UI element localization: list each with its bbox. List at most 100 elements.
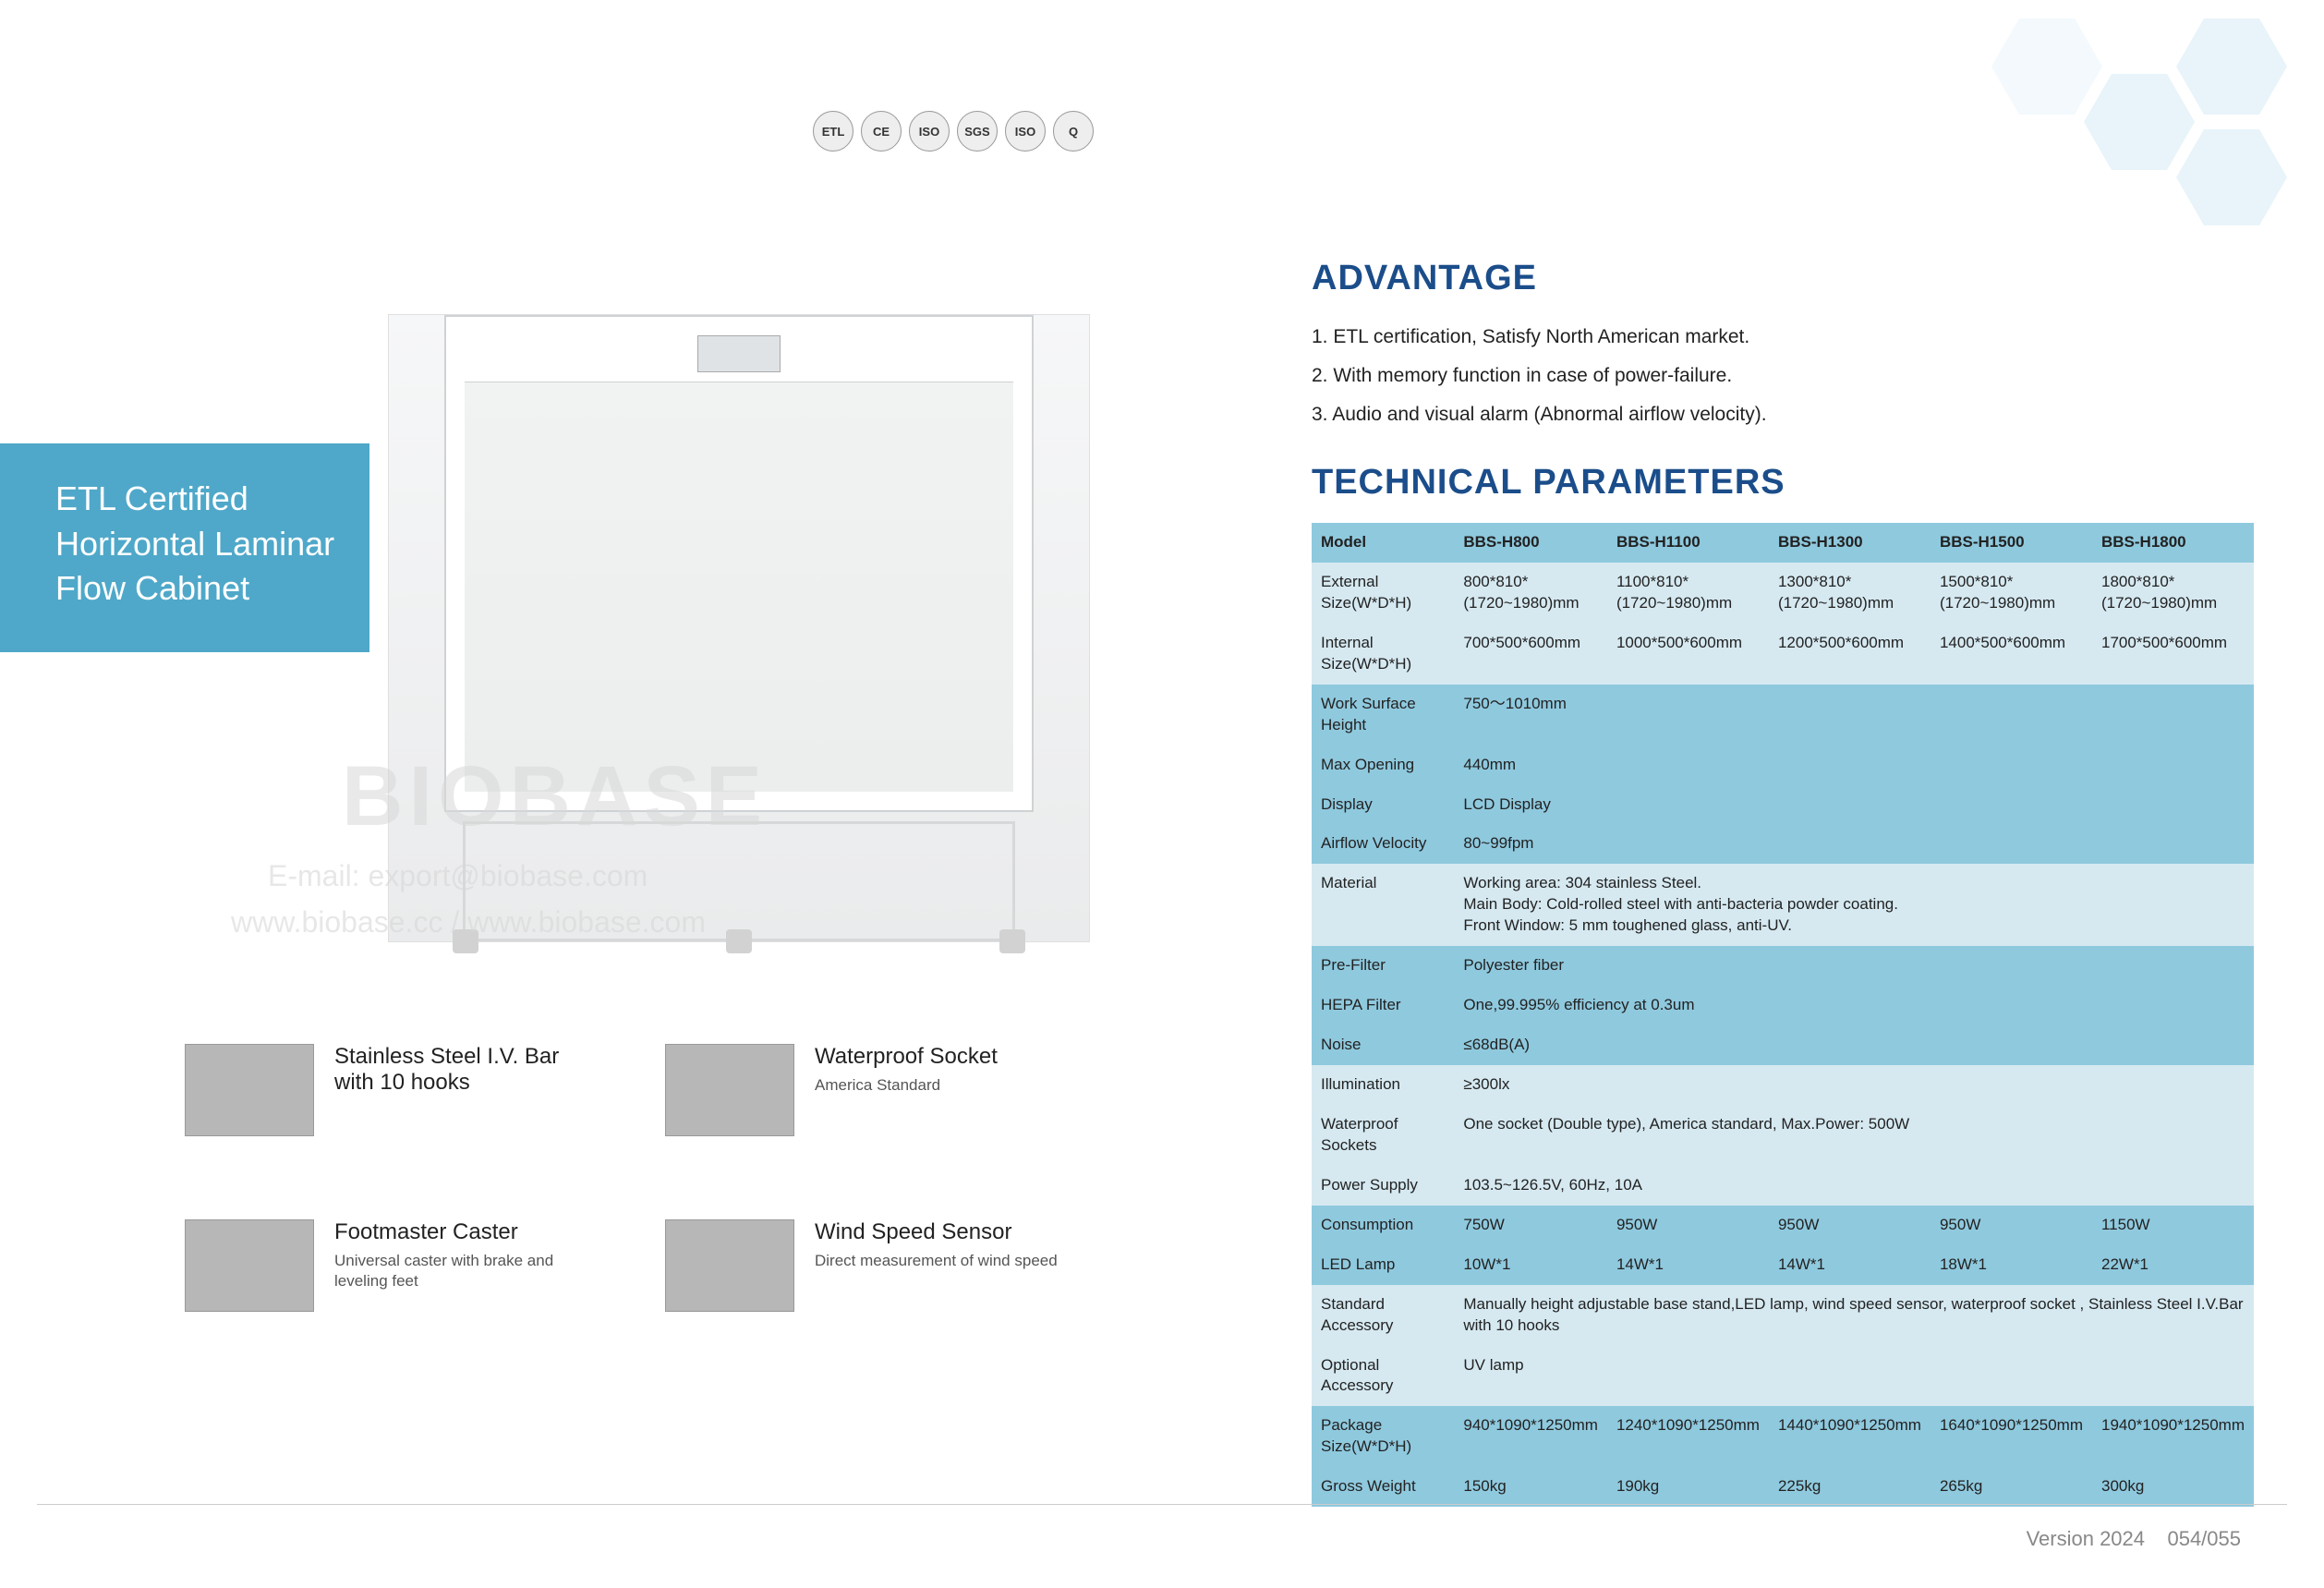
param-value: 950W: [1607, 1206, 1769, 1245]
cert-badge: SGS: [957, 111, 998, 152]
cert-badge: ISO: [1005, 111, 1046, 152]
param-value: 265kg: [1931, 1467, 2092, 1507]
param-value: 440mm: [1454, 746, 2254, 785]
param-value: Manually height adjustable base stand,LE…: [1454, 1285, 2254, 1346]
feature-thumb: [665, 1044, 794, 1136]
param-value: 1500*810* (1720~1980)mm: [1931, 563, 2092, 624]
param-label: Model: [1312, 523, 1454, 563]
param-value: 950W: [1769, 1206, 1931, 1245]
param-value: 940*1090*1250mm: [1454, 1406, 1607, 1467]
advantage-heading: ADVANTAGE: [1312, 259, 2254, 298]
param-label: Internal Size(W*D*H): [1312, 624, 1454, 685]
param-value: 22W*1: [2092, 1245, 2254, 1285]
param-value: 80~99fpm: [1454, 824, 2254, 864]
param-value: 1240*1090*1250mm: [1607, 1406, 1769, 1467]
param-label: Waterproof Sockets: [1312, 1105, 1454, 1166]
param-value: 1640*1090*1250mm: [1931, 1406, 2092, 1467]
product-image: [388, 314, 1090, 942]
param-value: 1440*1090*1250mm: [1769, 1406, 1931, 1467]
feature-item: Footmaster Caster Universal caster with …: [185, 1219, 591, 1312]
param-label: Material: [1312, 864, 1454, 946]
param-label: HEPA Filter: [1312, 986, 1454, 1025]
param-value: 1700*500*600mm: [2092, 624, 2254, 685]
param-value: 800*810* (1720~1980)mm: [1454, 563, 1607, 624]
feature-thumb: [185, 1044, 314, 1136]
right-column: ADVANTAGE 1. ETL certification, Satisfy …: [1312, 259, 2254, 1507]
feature-item: Waterproof Socket America Standard: [665, 1044, 1071, 1136]
advantage-item: 3. Audio and visual alarm (Abnormal airf…: [1312, 404, 2254, 426]
param-label: Standard Accessory: [1312, 1285, 1454, 1346]
param-label: Noise: [1312, 1025, 1454, 1065]
param-value: One,99.995% efficiency at 0.3um: [1454, 986, 2254, 1025]
param-value: 18W*1: [1931, 1245, 2092, 1285]
feature-thumb: [665, 1219, 794, 1312]
feature-grid: Stainless Steel I.V. Bar with 10 hooks W…: [185, 1044, 1108, 1395]
param-label: Work Surface Height: [1312, 685, 1454, 746]
param-value: 150kg: [1454, 1467, 1607, 1507]
param-value: 14W*1: [1607, 1245, 1769, 1285]
param-value: 750～1010mm: [1454, 685, 2254, 746]
feature-title: Wind Speed Sensor: [815, 1219, 1058, 1245]
param-value: BBS-H1500: [1931, 523, 2092, 563]
param-value: 1400*500*600mm: [1931, 624, 2092, 685]
param-value: 700*500*600mm: [1454, 624, 1607, 685]
param-value: 14W*1: [1769, 1245, 1931, 1285]
feature-title: Stainless Steel I.V. Bar with 10 hooks: [334, 1044, 591, 1096]
parameters-table: ModelBBS-H800BBS-H1100BBS-H1300BBS-H1500…: [1312, 523, 2254, 1507]
param-value: One socket (Double type), America standa…: [1454, 1105, 2254, 1166]
param-label: Airflow Velocity: [1312, 824, 1454, 864]
param-label: Package Size(W*D*H): [1312, 1406, 1454, 1467]
certification-badges: ETL CE ISO SGS ISO Q: [813, 111, 1094, 152]
param-value: Polyester fiber: [1454, 946, 2254, 986]
footer-pages: 054/055: [2167, 1527, 2241, 1550]
param-label: Display: [1312, 785, 1454, 825]
param-value: 190kg: [1607, 1467, 1769, 1507]
feature-sub: America Standard: [815, 1075, 998, 1096]
param-label: Max Opening: [1312, 746, 1454, 785]
product-title: ETL Certified Horizontal Laminar Flow Ca…: [55, 477, 344, 612]
param-value: BBS-H1100: [1607, 523, 1769, 563]
param-label: Illumination: [1312, 1065, 1454, 1105]
cert-badge: CE: [861, 111, 902, 152]
advantage-item: 2. With memory function in case of power…: [1312, 365, 2254, 387]
cert-badge: ETL: [813, 111, 853, 152]
param-label: LED Lamp: [1312, 1245, 1454, 1285]
footer: Version 2024 054/055: [2027, 1527, 2241, 1551]
param-value: 10W*1: [1454, 1245, 1607, 1285]
param-value: 950W: [1931, 1206, 2092, 1245]
param-value: 1200*500*600mm: [1769, 624, 1931, 685]
param-value: ≥300lx: [1454, 1065, 2254, 1105]
param-value: UV lamp: [1454, 1346, 2254, 1407]
advantage-item: 1. ETL certification, Satisfy North Amer…: [1312, 326, 2254, 348]
param-label: Consumption: [1312, 1206, 1454, 1245]
feature-title: Footmaster Caster: [334, 1219, 591, 1245]
param-value: 1000*500*600mm: [1607, 624, 1769, 685]
param-value: 1800*810* (1720~1980)mm: [2092, 563, 2254, 624]
feature-thumb: [185, 1219, 314, 1312]
param-value: 1100*810* (1720~1980)mm: [1607, 563, 1769, 624]
param-value: BBS-H800: [1454, 523, 1607, 563]
param-value: 750W: [1454, 1206, 1607, 1245]
advantage-list: 1. ETL certification, Satisfy North Amer…: [1312, 326, 2254, 426]
cert-badge: ISO: [909, 111, 950, 152]
tech-heading: TECHNICAL PARAMETERS: [1312, 463, 2254, 503]
param-value: 1300*810* (1720~1980)mm: [1769, 563, 1931, 624]
param-value: BBS-H1300: [1769, 523, 1931, 563]
param-value: ≤68dB(A): [1454, 1025, 2254, 1065]
param-value: 225kg: [1769, 1467, 1931, 1507]
feature-title: Waterproof Socket: [815, 1044, 998, 1070]
param-value: LCD Display: [1454, 785, 2254, 825]
cert-badge: Q: [1053, 111, 1094, 152]
param-value: BBS-H1800: [2092, 523, 2254, 563]
feature-sub: Universal caster with brake and leveling…: [334, 1251, 591, 1291]
param-value: 1150W: [2092, 1206, 2254, 1245]
product-title-bar: ETL Certified Horizontal Laminar Flow Ca…: [0, 443, 369, 652]
feature-item: Stainless Steel I.V. Bar with 10 hooks: [185, 1044, 591, 1136]
param-label: Power Supply: [1312, 1166, 1454, 1206]
param-label: Optional Accessory: [1312, 1346, 1454, 1407]
feature-sub: Direct measurement of wind speed: [815, 1251, 1058, 1271]
footer-version: Version 2024: [2027, 1527, 2145, 1550]
feature-item: Wind Speed Sensor Direct measurement of …: [665, 1219, 1071, 1312]
hex-decoration: [1955, 18, 2324, 296]
param-value: Working area: 304 stainless Steel. Main …: [1454, 864, 2254, 946]
